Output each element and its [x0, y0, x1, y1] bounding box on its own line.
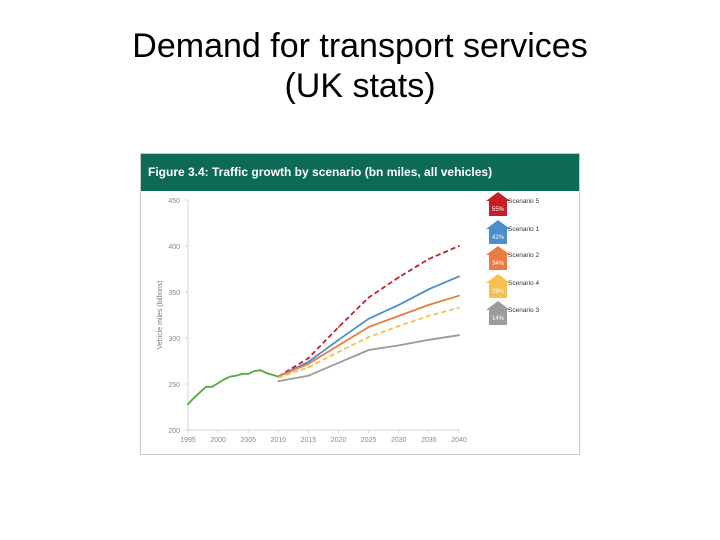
scenario-series-line-4-point [277, 376, 280, 379]
scenario-series-line-5-point [367, 349, 370, 351]
scenario-series-line-5-point [397, 344, 400, 347]
historic-series-line-point [205, 385, 207, 388]
scenario-series-line-3-point [307, 362, 310, 365]
scenario-series-line-5-point [307, 374, 310, 377]
scenario-series-line-1-point [397, 276, 400, 279]
historic-series-line-point [193, 396, 195, 399]
legend-percent-3: 34% [492, 261, 505, 267]
scenario-series-line-4-point [458, 306, 460, 309]
x-tick-label: 2025 [361, 437, 377, 444]
y-tick-label: 450 [168, 198, 180, 205]
historic-series-line-point [223, 378, 225, 381]
historic-series-line-point [265, 372, 268, 374]
scenario-series-line-3-point [428, 304, 430, 306]
scenario-series-line-5 [278, 334, 460, 383]
scenario-series-line-4-point [307, 366, 310, 369]
x-tick-label: 2010 [271, 437, 287, 444]
scenario-series-line-4-point [367, 336, 370, 338]
legend-arrow-1 [486, 192, 510, 216]
historic-series-line-point [187, 403, 189, 406]
historic-series-line-point [217, 382, 219, 384]
slide-title-line-2: (UK stats) [284, 67, 436, 105]
y-tick-label: 400 [168, 244, 180, 251]
legend-percent-1: 55% [492, 207, 505, 213]
scenario-series-line-5-point [428, 338, 430, 341]
x-tick-label: 1995 [180, 437, 196, 444]
legend-label-1: Scenario 5 [508, 198, 539, 205]
x-tick-label: 2040 [451, 437, 467, 444]
scenario-series-line-2-point [428, 288, 430, 291]
x-tick-label: 2000 [210, 437, 226, 444]
legend-label-3: Scenario 2 [508, 252, 539, 259]
y-tick-label: 250 [168, 382, 180, 389]
scenario-series-line-1-point [428, 258, 430, 260]
legend-arrow-4 [486, 274, 510, 298]
historic-series-line-point [199, 391, 201, 394]
scenario-series-line-1-point [307, 357, 310, 360]
legend-label-5: Scenario 3 [508, 307, 539, 314]
historic-series-line-point [247, 373, 250, 375]
historic-series-line [187, 369, 279, 405]
y-tick-label: 200 [168, 428, 180, 435]
scenario-series-line-3-point [367, 326, 370, 328]
scenario-series-line-2-point [337, 338, 340, 341]
line-chart: 200 250 300 350 400 450 1995 2000 2005 2010 2015 20… [157, 192, 539, 444]
y-tick-label: 300 [168, 336, 180, 343]
scenario-series-line-5-point [458, 334, 460, 337]
historic-series-line-point [211, 385, 213, 388]
chart-title: Figure 3.4: Traffic growth by scenario (… [141, 154, 579, 191]
legend-label-2: Scenario 1 [508, 226, 539, 233]
scenario-series-line-3-point [337, 344, 340, 347]
scenario-series-line-4-point [428, 315, 430, 317]
scenario-series-line-1-point [337, 326, 340, 328]
legend-arrow-5 [486, 301, 510, 325]
x-tick-label: 2005 [240, 437, 256, 444]
historic-series-line-point [229, 375, 232, 378]
scenario-series-line-2-point [307, 361, 310, 363]
scenario-series-line-2-point [458, 275, 460, 278]
scenario-series-line-1-point [458, 245, 460, 247]
chart-figure: Figure 3.4: Traffic growth by scenario (… [140, 153, 580, 455]
scenario-series-line-3-point [458, 294, 460, 297]
scenario-series-line-1-point [367, 296, 370, 299]
historic-series-line-point [259, 369, 262, 372]
slide-title: Demand for transport services (UK stats) [0, 26, 720, 106]
scenario-series-line-5-point [277, 380, 280, 383]
y-axis-label: Vehicle miles (billions) [157, 281, 164, 350]
historic-series-line-point [271, 373, 274, 376]
x-tick-label: 2020 [331, 437, 347, 444]
scenario-series-line-3 [277, 294, 460, 378]
legend-percent-5: 14% [492, 316, 505, 322]
scenario-series-line-5-point [337, 361, 340, 364]
scenario-series-line-4-point [337, 350, 340, 353]
scenario-series-line-2-point [397, 304, 400, 306]
legend-arrow-3 [486, 246, 510, 270]
scenario-series-line-4-point [397, 325, 400, 327]
legend-label-4: Scenario 4 [508, 280, 539, 287]
historic-series-line-point [241, 373, 244, 375]
scenario-series-line-2-point [367, 317, 370, 320]
legend-percent-4: 29% [492, 289, 505, 295]
y-tick-label: 350 [168, 290, 180, 297]
x-tick-label: 2030 [391, 437, 407, 444]
x-tick-label: 2015 [301, 437, 317, 444]
historic-series-line-point [235, 374, 238, 377]
historic-series-line-point [253, 370, 256, 372]
scenario-series-line-3-point [397, 315, 400, 317]
legend-percent-2: 42% [492, 235, 505, 241]
scenario-series-line-1 [277, 245, 460, 378]
legend-arrow-2 [486, 220, 510, 244]
slide-title-line-1: Demand for transport services [132, 27, 588, 65]
x-tick-label: 2035 [421, 437, 437, 444]
